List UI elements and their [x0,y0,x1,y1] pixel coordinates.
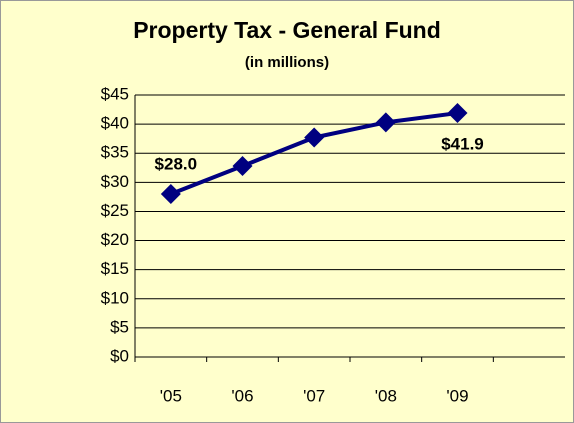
x-tick-label: '08 [375,386,397,405]
chart-title: Property Tax - General Fund [133,17,441,43]
y-tick-label: $25 [101,201,129,220]
y-tick-label: $30 [101,172,129,191]
chart-subtitle: (in millions) [245,54,329,71]
data-label: $41.9 [441,135,484,154]
x-tick-label: '06 [231,386,253,405]
y-tick-label: $5 [110,317,129,336]
data-point [304,127,325,148]
y-tick-label: $45 [101,84,129,103]
y-tick-label: $15 [101,259,129,278]
data-point [375,112,396,133]
y-tick-label: $35 [101,143,129,162]
data-point [232,156,253,177]
data-point [160,183,181,204]
y-tick-label: $20 [101,230,129,249]
x-tick-label: '07 [303,386,325,405]
data-point [447,103,468,124]
x-tick-label: '09 [446,386,468,405]
y-tick-label: $40 [101,114,129,133]
y-tick-label: $0 [110,346,129,365]
x-tick-label: '05 [160,386,182,405]
data-label: $28.0 [155,154,198,173]
y-tick-label: $10 [101,288,129,307]
